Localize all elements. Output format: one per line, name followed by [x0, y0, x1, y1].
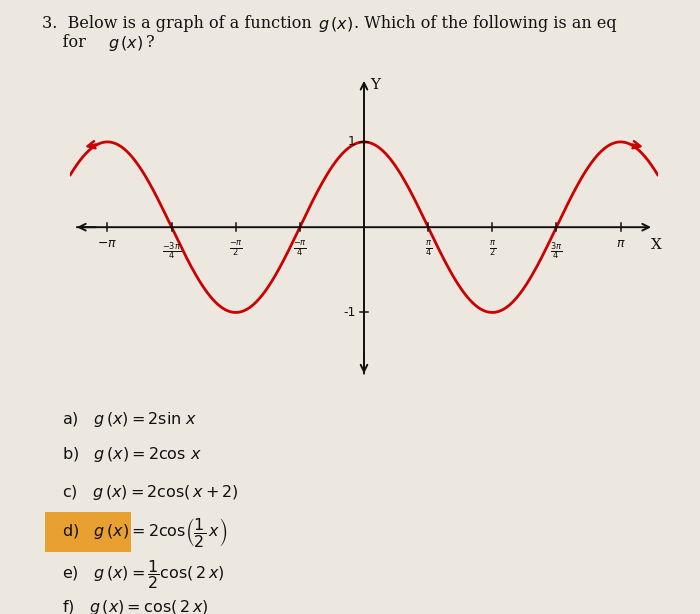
Text: f)   $g\,(x) = \cos(\,2\,x)$: f) $g\,(x) = \cos(\,2\,x)$	[62, 598, 208, 614]
Text: Y: Y	[370, 78, 381, 92]
Text: . Which of the following is an eq: . Which of the following is an eq	[354, 15, 616, 33]
Text: $g\,(x)$: $g\,(x)$	[108, 34, 144, 53]
Text: $g\,(x)$: $g\,(x)$	[318, 15, 354, 34]
Text: d)   $g\,(x) = 2\cos\!\left(\dfrac{1}{2}\,x\right)$: d) $g\,(x) = 2\cos\!\left(\dfrac{1}{2}\,…	[62, 516, 227, 549]
Text: X: X	[651, 238, 661, 252]
Text: ?: ?	[146, 34, 154, 51]
Text: $\frac{-\pi}{4}$: $\frac{-\pi}{4}$	[293, 240, 307, 259]
Text: -1: -1	[344, 306, 356, 319]
Text: $\frac{\pi}{4}$: $\frac{\pi}{4}$	[424, 240, 432, 259]
Text: 1: 1	[348, 136, 356, 149]
Text: 3.  Below is a graph of a function: 3. Below is a graph of a function	[42, 15, 317, 33]
Text: $-\pi$: $-\pi$	[97, 238, 118, 251]
Text: $\frac{-3\pi}{4}$: $\frac{-3\pi}{4}$	[162, 240, 181, 262]
Text: c)   $g\,(x) = 2\cos(\,x + 2)$: c) $g\,(x) = 2\cos(\,x + 2)$	[62, 483, 239, 502]
FancyBboxPatch shape	[46, 512, 131, 552]
Text: $\frac{\pi}{2}$: $\frac{\pi}{2}$	[489, 240, 496, 259]
Text: a)   $g\,(x) = 2\sin\,x$: a) $g\,(x) = 2\sin\,x$	[62, 410, 197, 429]
Text: $\frac{3\pi}{4}$: $\frac{3\pi}{4}$	[550, 240, 563, 262]
Text: $\frac{-\pi}{2}$: $\frac{-\pi}{2}$	[229, 240, 243, 259]
Text: e)   $g\,(x) = \dfrac{1}{2}\cos(\,2\,x)$: e) $g\,(x) = \dfrac{1}{2}\cos(\,2\,x)$	[62, 558, 225, 591]
Text: b)   $g\,(x) = 2\cos\,x$: b) $g\,(x) = 2\cos\,x$	[62, 445, 202, 464]
Text: for: for	[42, 34, 91, 51]
Text: $\pi$: $\pi$	[616, 238, 625, 251]
